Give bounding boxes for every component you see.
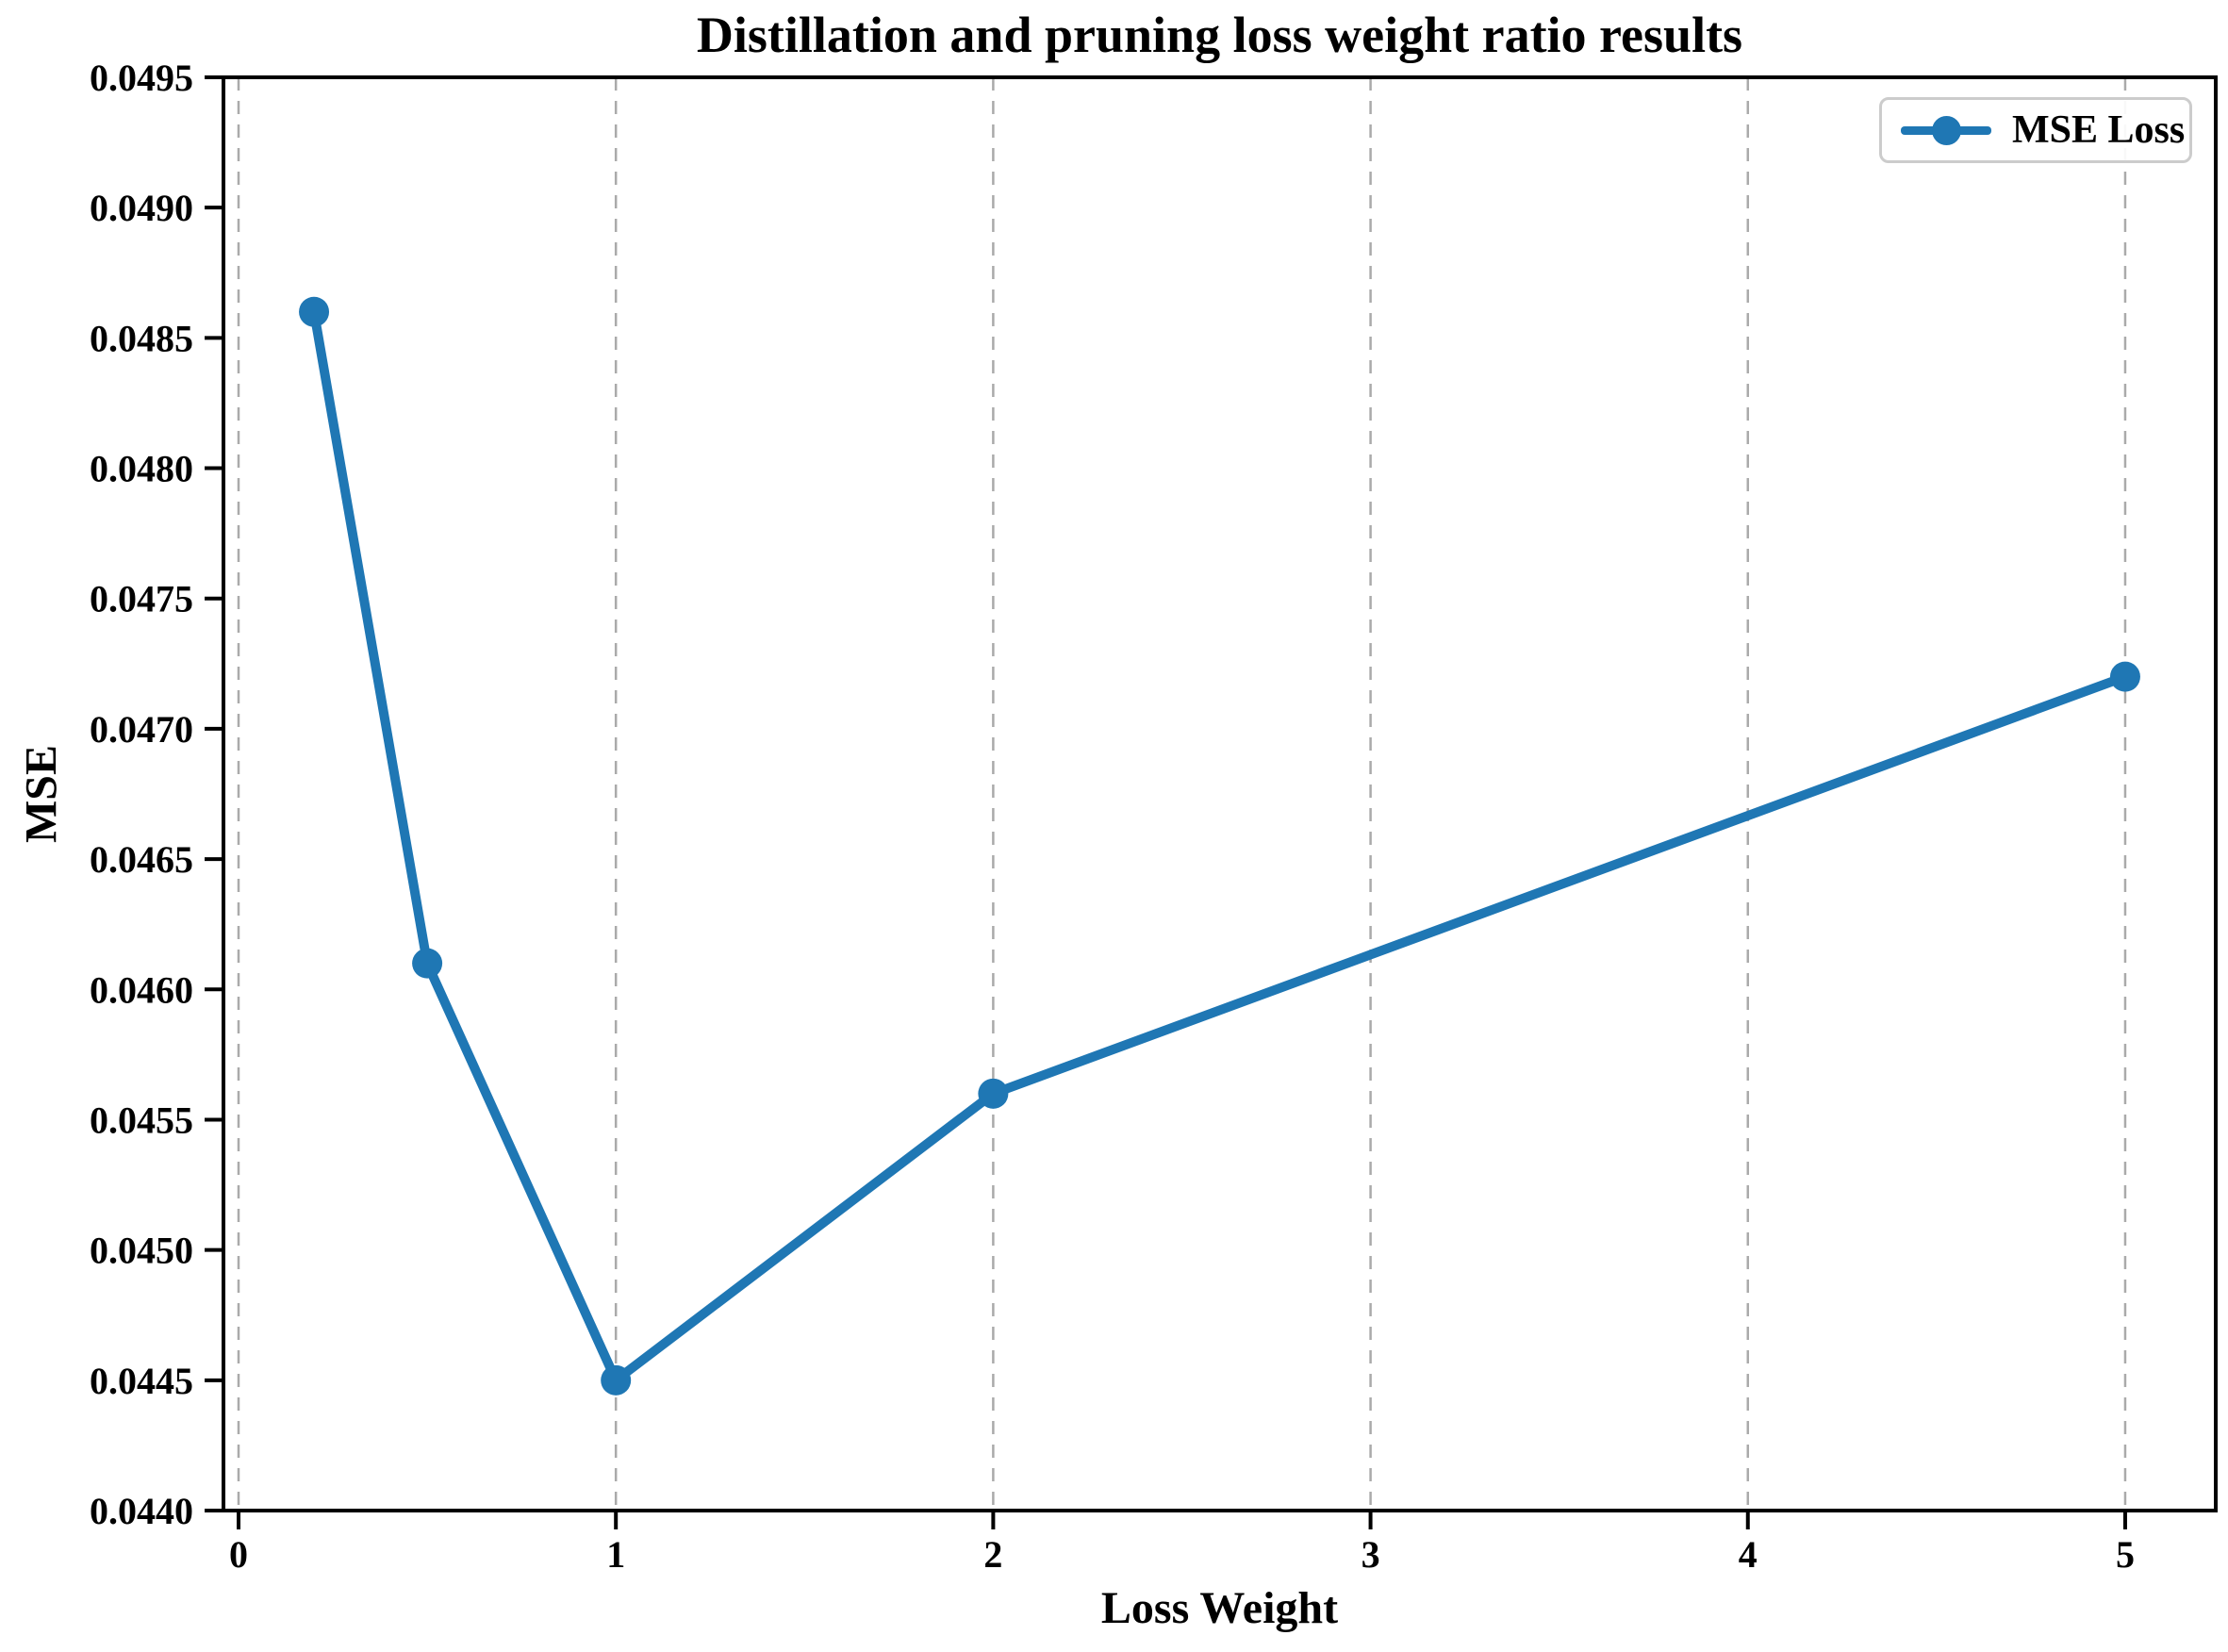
y-tick-label: 0.0485	[90, 317, 193, 359]
y-tick-label: 0.0445	[90, 1360, 193, 1402]
y-tick-label: 0.0440	[90, 1490, 193, 1532]
x-tick-label: 5	[2116, 1533, 2135, 1576]
x-tick-label: 4	[1739, 1533, 1758, 1576]
y-tick-label: 0.0470	[90, 708, 193, 751]
chart-title: Distillation and pruning loss weight rat…	[696, 7, 1743, 63]
data-point-marker	[299, 296, 330, 327]
x-tick-label: 1	[606, 1533, 625, 1576]
y-tick-label: 0.0495	[90, 57, 193, 99]
y-tick-label: 0.0460	[90, 968, 193, 1011]
data-point-marker	[412, 948, 443, 979]
plot-border	[222, 75, 2218, 1512]
data-point-marker	[601, 1364, 632, 1396]
legend: MSE Loss	[1879, 97, 2192, 163]
x-tick-label: 2	[983, 1533, 1002, 1576]
data-point-marker	[978, 1078, 1009, 1109]
legend-line-marker-icon	[1901, 115, 1991, 145]
y-tick-label: 0.0480	[90, 448, 193, 490]
y-tick-label: 0.0490	[90, 187, 193, 229]
legend-marker-icon	[1932, 116, 1961, 145]
y-tick-label: 0.0475	[90, 578, 193, 620]
y-tick-label: 0.0450	[90, 1230, 193, 1272]
x-tick-label: 3	[1362, 1533, 1380, 1576]
data-point-marker	[2109, 661, 2140, 692]
mse-loss-line	[309, 306, 2130, 1385]
x-tick-label: 0	[229, 1533, 248, 1576]
y-tick-label: 0.0455	[90, 1099, 193, 1141]
legend-label: MSE Loss	[2012, 108, 2186, 152]
y-axis-label: MSE	[16, 744, 67, 844]
y-tick-label: 0.0465	[90, 838, 193, 881]
x-axis-label: Loss Weight	[1100, 1583, 1339, 1633]
